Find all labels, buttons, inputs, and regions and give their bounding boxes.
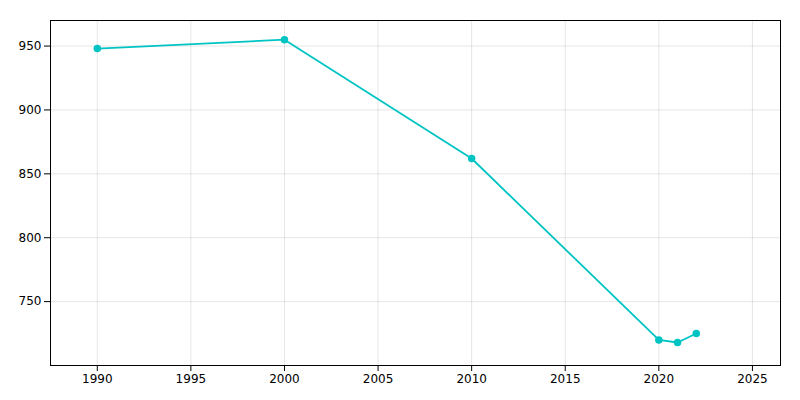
svg-text:800: 800: [19, 231, 42, 245]
svg-text:2010: 2010: [456, 372, 487, 386]
svg-text:2015: 2015: [550, 372, 581, 386]
svg-text:2025: 2025: [737, 372, 768, 386]
svg-text:2005: 2005: [363, 372, 394, 386]
svg-text:1995: 1995: [176, 372, 207, 386]
svg-text:900: 900: [19, 103, 42, 117]
svg-text:950: 950: [19, 39, 42, 53]
svg-text:1990: 1990: [82, 372, 113, 386]
svg-text:2000: 2000: [269, 372, 300, 386]
svg-text:750: 750: [19, 294, 42, 308]
svg-text:850: 850: [19, 167, 42, 181]
svg-text:2020: 2020: [644, 372, 675, 386]
